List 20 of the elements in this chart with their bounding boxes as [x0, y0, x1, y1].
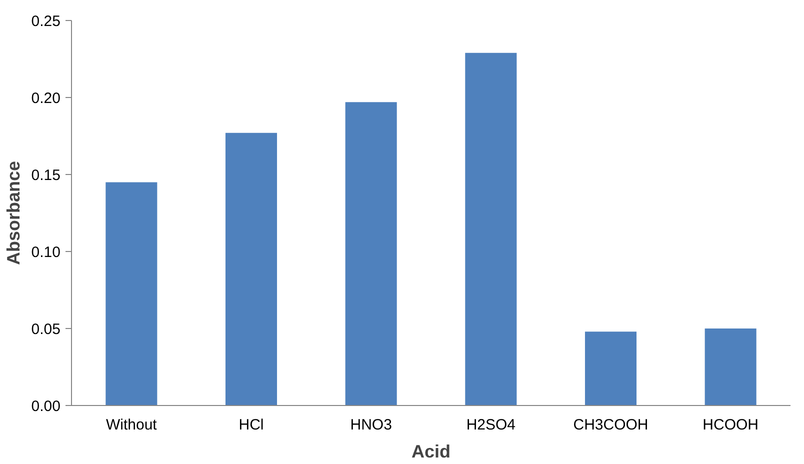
bar — [345, 102, 397, 406]
x-tick-label: H2SO4 — [466, 416, 516, 434]
y-tick-label: 0.20 — [31, 90, 61, 107]
y-tick-label: 0.25 — [31, 13, 61, 30]
bar — [465, 52, 517, 406]
y-tick-label: 0.15 — [31, 167, 61, 184]
y-tick-label: 0.00 — [31, 398, 61, 415]
y-axis-title: Absorbance — [3, 160, 24, 266]
x-tick-label: HCl — [238, 416, 264, 434]
x-tick-label: HNO3 — [350, 416, 392, 434]
y-tick-label: 0.05 — [31, 321, 61, 338]
bar — [584, 332, 637, 406]
y-tick-label: 0.10 — [31, 244, 61, 261]
bar — [704, 328, 756, 406]
x-tick-label: HCOOH — [702, 416, 759, 434]
bar — [106, 182, 158, 406]
x-tick-label: Without — [106, 416, 158, 434]
x-axis-title: Acid — [411, 442, 451, 462]
bar — [225, 132, 278, 406]
x-tick-label: CH3COOH — [573, 416, 648, 434]
